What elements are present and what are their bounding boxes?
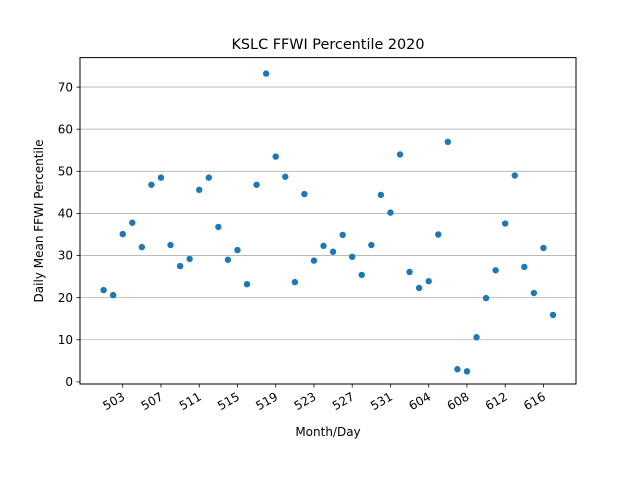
data-point [234,246,241,254]
y-tick-label: 50 [58,165,73,179]
data-point [119,230,126,238]
data-point [301,190,308,198]
data-point [138,243,146,251]
data-point [473,334,480,341]
y-tick-label: 60 [58,122,73,136]
data-point [329,248,337,255]
data-point [291,278,299,286]
data-point [406,268,413,276]
data-point [148,181,155,188]
x-axis-title: Month/Day [295,425,360,439]
data-point [377,191,385,199]
data-point [243,280,251,288]
data-point [224,256,232,263]
data-point [215,223,222,231]
data-points [100,70,557,375]
plot-frame [79,57,577,385]
chart-title: KSLC FFWI Percentile 2020 [231,37,424,53]
data-point [358,271,365,279]
data-point [157,174,165,181]
data-point [425,278,432,285]
data-point [186,255,193,263]
data-point [511,172,518,179]
data-point [435,231,442,238]
data-point [310,257,318,264]
data-point [396,151,404,158]
data-point [196,186,203,194]
data-point [482,294,490,302]
data-point [387,209,394,216]
data-point [549,311,557,319]
y-tick-label: 40 [58,207,73,221]
data-point [282,173,289,180]
data-point [501,220,509,227]
data-point [368,241,375,249]
data-point [176,262,184,270]
data-point [205,174,212,181]
data-point [444,138,452,146]
data-point [272,153,279,160]
data-point [540,244,547,252]
y-tick-label: 30 [58,249,73,263]
data-point [521,263,528,271]
y-axis-title: Daily Mean FFWI Percentile [32,140,46,303]
y-tick-label: 70 [58,80,73,94]
data-point [167,241,174,249]
data-point [349,253,356,261]
data-point [463,368,471,375]
data-point [339,231,346,239]
data-point [129,219,136,226]
gridlines [80,86,576,341]
data-point [253,181,260,188]
data-point [415,284,423,292]
data-point [320,242,327,250]
data-point [492,267,499,274]
data-point [262,70,270,77]
data-point [109,291,117,299]
y-tick-label: 0 [65,375,73,389]
y-tick-label: 20 [58,291,73,305]
y-axis: 0 10 20 30 40 50 60 70 [58,80,80,389]
data-point [454,366,461,373]
y-tick-label: 10 [58,333,73,347]
data-point [530,289,538,297]
data-point [100,286,107,294]
